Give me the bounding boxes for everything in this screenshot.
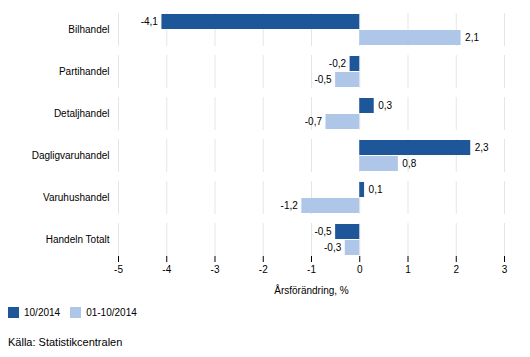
svg-text:-3: -3 [211, 264, 220, 275]
svg-text:0,3: 0,3 [378, 100, 392, 111]
svg-text:-1: -1 [307, 264, 316, 275]
svg-text:-0,7: -0,7 [305, 116, 323, 127]
html-text:10/2014: 10/2014 [24, 307, 61, 318]
svg-text:-0,2: -0,2 [329, 58, 347, 69]
svg-text:Årsförändring, %: Årsförändring, % [274, 284, 349, 296]
svg-text:Detaljhandel: Detaljhandel [54, 108, 110, 119]
svg-text:0,1: 0,1 [369, 184, 383, 195]
svg-text:Dagligvaruhandel: Dagligvaruhandel [32, 150, 110, 161]
svg-text:Varuhushandel: Varuhushandel [43, 192, 110, 203]
svg-text:Handeln Totalt: Handeln Totalt [46, 234, 110, 245]
svg-text:-2: -2 [259, 264, 268, 275]
svg-text:-1,2: -1,2 [281, 200, 299, 211]
svg-text:2: 2 [453, 264, 459, 275]
svg-text:-4,1: -4,1 [141, 16, 159, 27]
svg-text:1: 1 [405, 264, 411, 275]
svg-text:0,8: 0,8 [402, 158, 416, 169]
html-text:01-10/2014: 01-10/2014 [86, 307, 137, 318]
svg-text:-5: -5 [114, 264, 123, 275]
svg-text:2,1: 2,1 [465, 32, 479, 43]
svg-text:Partihandel: Partihandel [59, 66, 110, 77]
svg-text:-0,5: -0,5 [314, 226, 332, 237]
svg-text:-0,5: -0,5 [314, 74, 332, 85]
svg-text:0: 0 [357, 264, 363, 275]
svg-text:-4: -4 [162, 264, 171, 275]
svg-text:3: 3 [502, 264, 508, 275]
svg-text:Bilhandel: Bilhandel [68, 24, 109, 35]
html-text:Källa: Statistikcentralen: Källa: Statistikcentralen [8, 336, 123, 348]
svg-text:-0,3: -0,3 [324, 242, 342, 253]
svg-text:2,3: 2,3 [475, 142, 489, 153]
